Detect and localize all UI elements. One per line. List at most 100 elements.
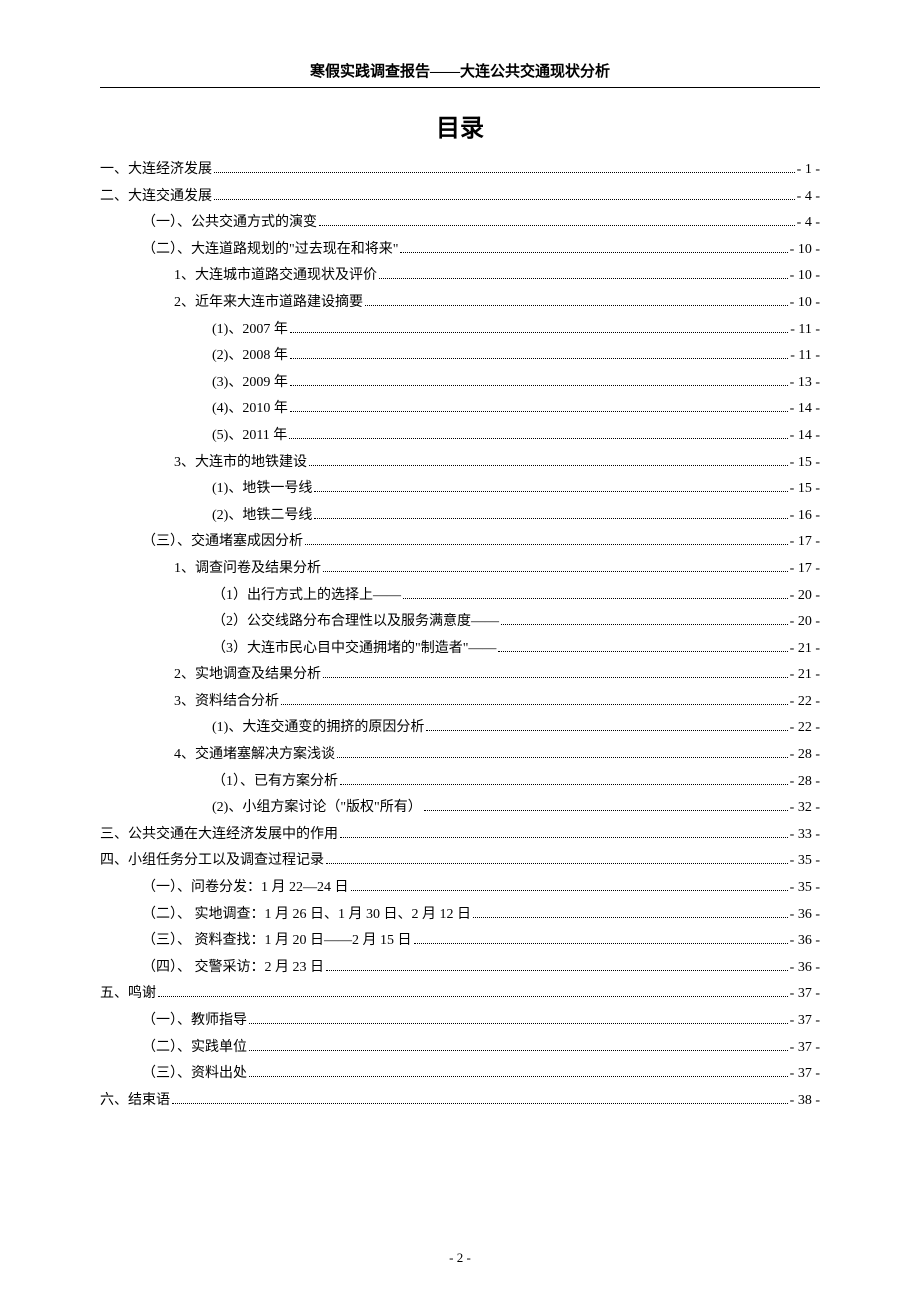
toc-entry-page: - 17 - (790, 556, 820, 583)
toc-entry-label: （一）、教师指导 (142, 1008, 247, 1035)
toc-leader-dots (426, 718, 787, 732)
toc-entry[interactable]: (2)、2008 年- 11 - (100, 343, 820, 370)
toc-entry-label: (2)、2008 年 (212, 343, 288, 370)
toc-entry-page: - 13 - (790, 370, 820, 397)
toc-leader-dots (326, 957, 788, 971)
toc-entry-page: - 14 - (790, 396, 820, 423)
toc-entry-label: 1、大连城市道路交通现状及评价 (174, 263, 377, 290)
toc-leader-dots (249, 1010, 788, 1024)
toc-entry-page: - 28 - (790, 769, 820, 796)
toc-entry[interactable]: （一）、教师指导 - 37 - (100, 1008, 820, 1035)
toc-entry[interactable]: (2)、地铁二号线- 16 - (100, 503, 820, 530)
toc-leader-dots (501, 612, 788, 626)
toc-entry[interactable]: 2、实地调查及结果分析- 21 - (100, 662, 820, 689)
toc-entry[interactable]: 2、近年来大连市道路建设摘要 - 10 - (100, 290, 820, 317)
toc-entry[interactable]: 四、小组任务分工以及调查过程记录- 35 - (100, 848, 820, 875)
toc-entry[interactable]: （一）、公共交通方式的演变- 4 - (100, 210, 820, 237)
toc-leader-dots (290, 319, 788, 333)
toc-entry-page: - 22 - (790, 689, 820, 716)
toc-entry-label: （三）、资料出处 (142, 1061, 247, 1088)
toc-leader-dots (289, 425, 787, 439)
toc-leader-dots (290, 346, 788, 360)
toc-entry-label: (1)、地铁一号线 (212, 476, 312, 503)
toc-entry[interactable]: 五、鸣谢- 37 - (100, 981, 820, 1008)
toc-leader-dots (323, 665, 788, 679)
toc-entry[interactable]: 4、交通堵塞解决方案浅谈- 28 - (100, 742, 820, 769)
toc-entry[interactable]: (1)、大连交通变的拥挤的原因分析 - 22 - (100, 715, 820, 742)
toc-entry-page: - 37 - (790, 1008, 820, 1035)
toc-entry-page: - 21 - (790, 662, 820, 689)
toc-entry-label: 三、公共交通在大连经济发展中的作用 (100, 822, 338, 849)
page-header: 寒假实践调查报告——大连公共交通现状分析 (100, 60, 820, 88)
toc-entry-label: （一）、问卷分发：1 月 22—24 日 (142, 875, 349, 902)
toc-entry-page: - 20 - (790, 609, 820, 636)
toc-leader-dots (249, 1064, 788, 1078)
toc-entry[interactable]: (1)、地铁一号线 - 15 - (100, 476, 820, 503)
toc-entry[interactable]: （三）、资料出处 - 37 - (100, 1061, 820, 1088)
toc: 一、大连经济发展- 1 -二、大连交通发展- 4 -（一）、公共交通方式的演变-… (100, 157, 820, 1114)
toc-leader-dots (414, 931, 788, 945)
toc-entry[interactable]: (5)、2011 年- 14 - (100, 423, 820, 450)
toc-entry-label: (2)、小组方案讨论（"版权"所有） (212, 795, 422, 822)
toc-entry[interactable]: (3)、2009 年- 13 - (100, 370, 820, 397)
toc-entry-label: （一）、公共交通方式的演变 (142, 210, 317, 237)
toc-entry-page: - 32 - (790, 795, 820, 822)
toc-leader-dots (158, 984, 788, 998)
toc-entry-label: (4)、2010 年 (212, 396, 288, 423)
toc-entry-page: - 10 - (790, 237, 820, 264)
toc-entry-label: 四、小组任务分工以及调查过程记录 (100, 848, 324, 875)
toc-entry-page: - 37 - (790, 1035, 820, 1062)
toc-entry[interactable]: （1）、已有方案分析- 28 - (100, 769, 820, 796)
toc-entry-label: 六、结束语 (100, 1088, 170, 1115)
toc-entry[interactable]: (2)、小组方案讨论（"版权"所有） - 32 - (100, 795, 820, 822)
toc-entry[interactable]: 3、大连市的地铁建设- 15 - (100, 450, 820, 477)
toc-entry-page: - 36 - (790, 902, 820, 929)
toc-entry-page: - 37 - (790, 1061, 820, 1088)
toc-entry-page: - 28 - (790, 742, 820, 769)
toc-entry[interactable]: （二）、大连道路规划的"过去现在和将来"- 10 - (100, 237, 820, 264)
toc-leader-dots (340, 824, 788, 838)
toc-entry[interactable]: 一、大连经济发展- 1 - (100, 157, 820, 184)
toc-leader-dots (314, 479, 787, 493)
toc-leader-dots (281, 691, 788, 705)
toc-entry[interactable]: （3）大连市民心目中交通拥堵的"制造者"——- 21 - (100, 636, 820, 663)
toc-entry[interactable]: （三）、交通堵塞成因分析- 17 - (100, 529, 820, 556)
toc-entry[interactable]: 六、结束语- 38 - (100, 1088, 820, 1115)
toc-leader-dots (172, 1090, 788, 1104)
toc-entry-label: 一、大连经济发展 (100, 157, 212, 184)
toc-entry[interactable]: 二、大连交通发展- 4 - (100, 184, 820, 211)
toc-entry[interactable]: （2）公交线路分布合理性以及服务满意度——- 20 - (100, 609, 820, 636)
toc-entry[interactable]: （二）、 实地调查：1 月 26 日、1 月 30 日、2 月 12 日 - 36… (100, 902, 820, 929)
toc-entry-page: - 33 - (790, 822, 820, 849)
toc-entry-page: - 11 - (790, 317, 820, 344)
toc-entry-label: (1)、大连交通变的拥挤的原因分析 (212, 715, 424, 742)
toc-leader-dots (365, 292, 788, 306)
toc-entry-label: （二）、 实地调查：1 月 26 日、1 月 30 日、2 月 12 日 (142, 902, 471, 929)
toc-entry[interactable]: 3、资料结合分析- 22 - (100, 689, 820, 716)
toc-entry[interactable]: (1)、2007 年- 11 - (100, 317, 820, 344)
toc-entry-page: - 36 - (790, 928, 820, 955)
toc-entry[interactable]: （1）出行方式上的选择上——- 20 - (100, 583, 820, 610)
toc-entry-label: (5)、2011 年 (212, 423, 287, 450)
toc-entry-page: - 22 - (790, 715, 820, 742)
toc-leader-dots (424, 798, 788, 812)
toc-entry-page: - 10 - (790, 290, 820, 317)
toc-entry[interactable]: 1、大连城市道路交通现状及评价- 10 - (100, 263, 820, 290)
toc-entry[interactable]: （二）、实践单位 - 37 - (100, 1035, 820, 1062)
toc-entry[interactable]: 1、调查问卷及结果分析- 17 - (100, 556, 820, 583)
toc-entry-page: - 15 - (790, 476, 820, 503)
toc-entry[interactable]: （一）、问卷分发：1 月 22—24 日- 35 - (100, 875, 820, 902)
toc-leader-dots (214, 186, 795, 200)
toc-entry[interactable]: （四）、 交警采访：2 月 23 日- 36 - (100, 955, 820, 982)
toc-entry[interactable]: 三、公共交通在大连经济发展中的作用 - 33 - (100, 822, 820, 849)
toc-entry-page: - 16 - (790, 503, 820, 530)
toc-leader-dots (351, 877, 788, 891)
toc-leader-dots (314, 505, 787, 519)
toc-title: 目录 (100, 108, 820, 143)
toc-entry-label: （二）、实践单位 (142, 1035, 247, 1062)
toc-entry[interactable]: （三）、 资料查找：1 月 20 日——2 月 15 日- 36 - (100, 928, 820, 955)
toc-leader-dots (379, 266, 788, 280)
toc-entry[interactable]: (4)、2010 年 - 14 - (100, 396, 820, 423)
toc-entry-label: 2、近年来大连市道路建设摘要 (174, 290, 363, 317)
toc-leader-dots (290, 399, 788, 413)
